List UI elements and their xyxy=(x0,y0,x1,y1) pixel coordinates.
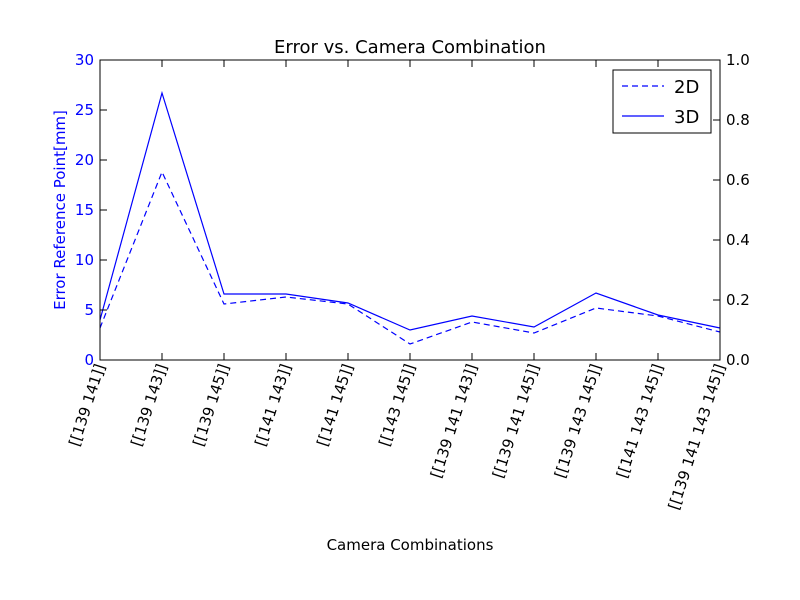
legend-label-2d: 2D xyxy=(674,77,699,98)
y2-tick-label: 0.4 xyxy=(726,231,750,249)
x-tick-label: [[139 143]] xyxy=(127,362,171,449)
series-line-3d xyxy=(99,90,721,331)
y-axis-left: 0 5 10 15 20 25 30 xyxy=(75,51,107,369)
x-tick-label: [[141 145]] xyxy=(313,362,357,449)
y-axis-label: Error Reference Point[mm] xyxy=(51,110,69,310)
y-axis-right: 0.0 0.2 0.4 0.6 0.8 1.0 xyxy=(713,51,750,369)
y-tick-label: 20 xyxy=(75,151,94,169)
y-tick-label: 30 xyxy=(75,51,94,69)
x-tick-label: [[143 145]] xyxy=(375,362,419,449)
legend-label-3d: 3D xyxy=(674,107,699,128)
point-3d-4 xyxy=(347,302,350,305)
point-3d-6 xyxy=(471,315,474,318)
point-3d-8 xyxy=(595,292,598,295)
y2-tick-label: 0.6 xyxy=(726,171,750,189)
point-3d-3 xyxy=(285,293,288,296)
point-3d-1 xyxy=(161,92,164,95)
x-tick-label: [[139 141 143 145]] xyxy=(665,362,729,512)
x-tick-label: [[139 141]] xyxy=(65,362,109,449)
y-tick-label: 25 xyxy=(75,101,94,119)
point-3d-9 xyxy=(657,314,660,317)
y-tick-label: 15 xyxy=(75,201,94,219)
point-3d-7 xyxy=(533,326,536,329)
y-tick-label: 5 xyxy=(84,301,94,319)
x-tick-label: [[139 141 145]] xyxy=(489,362,543,481)
x-tick-label: [[141 143]] xyxy=(251,362,295,449)
point-2d-8 xyxy=(595,307,598,310)
point-2d-2 xyxy=(223,303,226,306)
y-tick-label: 10 xyxy=(75,251,94,269)
x-tick-label: [[139 141 143]] xyxy=(427,362,481,481)
point-3d-2 xyxy=(223,293,226,296)
y2-tick-label: 0.0 xyxy=(726,351,750,369)
series-lines xyxy=(99,90,721,346)
legend: 2D 3D xyxy=(612,69,712,134)
legend-box xyxy=(612,69,712,134)
series-line-2d xyxy=(99,170,721,345)
point-2d-3 xyxy=(285,296,288,299)
point-3d-5 xyxy=(409,329,412,332)
y2-tick-label: 0.8 xyxy=(726,111,750,129)
chart-title: Error vs. Camera Combination xyxy=(274,37,546,58)
x-axis-label: Camera Combinations xyxy=(327,536,494,554)
y-tick-label: 0 xyxy=(84,351,94,369)
point-2d-1 xyxy=(161,171,164,174)
y2-tick-label: 0.2 xyxy=(726,291,750,309)
x-tick-label: [[139 145]] xyxy=(189,362,233,449)
x-tick-label: [[141 143 145]] xyxy=(613,362,667,481)
point-2d-6 xyxy=(471,321,474,324)
x-tick-label: [[139 143 145]] xyxy=(551,362,605,481)
point-2d-7 xyxy=(533,332,536,335)
point-2d-5 xyxy=(409,343,412,346)
y2-tick-label: 1.0 xyxy=(726,51,750,69)
